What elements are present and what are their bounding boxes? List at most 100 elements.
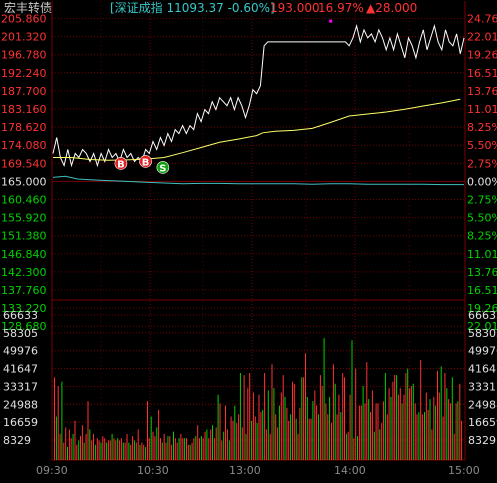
volume-bar — [288, 420, 290, 460]
index-line — [52, 175, 464, 186]
volume-bar — [147, 401, 148, 460]
sell-marker — [156, 161, 170, 174]
volume-bar — [316, 405, 318, 460]
volume-bar — [388, 388, 390, 460]
stock-name[interactable]: 宏丰转债 — [4, 0, 52, 15]
y-label-left: 137.760 — [1, 284, 47, 297]
volume-bar — [254, 416, 256, 460]
volume-bar — [241, 427, 243, 460]
volume-bar — [429, 399, 431, 460]
buy-marker — [139, 155, 152, 168]
volume-bar — [277, 427, 279, 460]
volume-bar — [362, 386, 364, 460]
volume-bar — [85, 433, 87, 460]
volume-bar — [225, 405, 226, 460]
volume-bar — [145, 446, 147, 460]
volume-bar — [425, 392, 427, 460]
volume-bar — [76, 444, 78, 460]
volume-bar — [373, 431, 375, 460]
volume-bar — [158, 409, 160, 460]
volume-bar — [390, 396, 392, 460]
buy-marker — [114, 157, 128, 170]
y-label-right: 0.00% — [467, 175, 497, 188]
volume-bar — [236, 423, 238, 460]
average-line — [53, 98, 461, 161]
y-label-left: 155.920 — [1, 212, 47, 225]
volume-bar — [230, 416, 232, 460]
volume-bar — [459, 383, 461, 460]
volume-bar — [375, 403, 377, 460]
volume-bar — [63, 442, 65, 460]
volume-bar — [312, 401, 314, 460]
volume-bar — [420, 359, 422, 460]
volume-bar — [282, 375, 284, 460]
volume-bar — [156, 427, 158, 460]
volume-bar — [329, 396, 331, 460]
volume-bar — [349, 394, 351, 460]
volume-bar — [98, 440, 100, 460]
volume-bar — [245, 433, 247, 460]
volume-bar — [208, 438, 210, 460]
y-label-left: 178.620 — [1, 121, 47, 134]
volume-bar — [173, 431, 174, 460]
volume-bar — [169, 436, 171, 460]
y-label-right: 8.25% — [467, 230, 497, 243]
volume-bar — [258, 394, 260, 460]
volume-bar — [161, 442, 163, 460]
volume-bar — [61, 381, 63, 460]
volume-bar — [59, 433, 61, 460]
marker-label: B — [117, 159, 125, 170]
volume-bar — [212, 425, 213, 460]
volume-bar — [111, 433, 113, 460]
volume-bar — [321, 386, 323, 460]
y-axis-labels: 205.860 201.320 196.780 192.240 187.700 183.1… — [1, 13, 497, 447]
volume-bar — [353, 438, 355, 460]
volume-bar — [184, 438, 186, 460]
volume-bar — [418, 412, 420, 460]
volume-bar — [141, 442, 143, 460]
volume-bar — [293, 383, 295, 460]
volume-bar — [344, 377, 345, 460]
y-label-right: 19.26% — [467, 302, 497, 315]
y-label-right: 16.51% — [467, 67, 497, 80]
volume-bar — [139, 444, 141, 460]
y-label-left: 169.540 — [1, 157, 47, 170]
volume-bar — [178, 438, 180, 460]
y-label-right: 24.76% — [467, 13, 497, 26]
volume-label-right: 58305 — [468, 327, 497, 340]
volume-bar — [167, 436, 169, 460]
volume-bar — [457, 401, 459, 460]
volume-bar — [435, 405, 437, 460]
volume-bar — [243, 375, 245, 460]
volume-bar — [401, 403, 403, 460]
y-label-left: 165.000 — [1, 175, 47, 188]
volume-bar — [377, 403, 379, 460]
y-label-left: 196.780 — [1, 49, 47, 62]
y-label-right: 19.26% — [467, 49, 497, 62]
volume-bar — [383, 401, 385, 460]
volume-bar — [318, 414, 319, 460]
volume-bar — [366, 362, 368, 460]
volume-bar — [325, 403, 327, 460]
volume-bar — [342, 373, 344, 460]
volume-bar — [189, 444, 191, 460]
volume-bar — [124, 442, 126, 460]
volume-bar — [314, 390, 316, 460]
x-label: 15:00 — [448, 464, 480, 477]
volume-bar — [68, 429, 70, 460]
volume-bar — [397, 394, 399, 460]
volume-bar — [303, 377, 305, 460]
volume-bar — [83, 442, 85, 460]
volume-bar — [126, 433, 128, 460]
volume-bar — [226, 429, 228, 460]
volume-bar — [351, 340, 353, 460]
volume-label-left: 66633 — [3, 309, 38, 322]
volume-bar — [319, 375, 321, 460]
volume-bar — [89, 429, 91, 460]
grid-lines — [51, 1, 466, 461]
volume-label-right: 16659 — [468, 416, 497, 429]
y-label-left: 146.840 — [1, 248, 47, 261]
volume-bar — [100, 442, 102, 460]
volume-bar — [180, 433, 182, 460]
volume-bar — [81, 425, 83, 460]
